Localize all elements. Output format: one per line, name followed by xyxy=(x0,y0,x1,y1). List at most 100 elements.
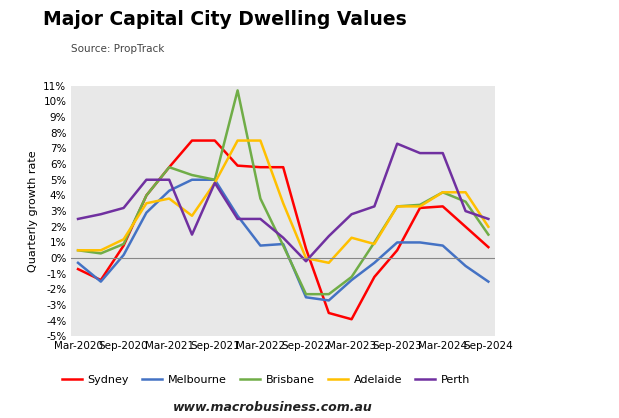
Adelaide xyxy=(348,235,355,240)
Perth xyxy=(165,177,173,182)
Sydney xyxy=(416,206,423,211)
Melbourne xyxy=(234,213,241,218)
Adelaide xyxy=(280,201,287,206)
Adelaide xyxy=(439,190,446,195)
Perth xyxy=(234,217,241,222)
Adelaide xyxy=(416,204,423,209)
Adelaide xyxy=(234,138,241,143)
Brisbane xyxy=(211,177,219,182)
Text: Source: PropTrack: Source: PropTrack xyxy=(71,44,165,54)
Brisbane xyxy=(348,275,355,280)
Adelaide xyxy=(462,190,469,195)
Adelaide xyxy=(302,256,310,261)
Melbourne xyxy=(211,177,219,182)
Melbourne xyxy=(280,242,287,247)
Sydney xyxy=(439,204,446,209)
Melbourne xyxy=(416,240,423,245)
Sydney xyxy=(97,278,105,283)
Sydney xyxy=(234,163,241,168)
Perth xyxy=(302,259,310,264)
Melbourne xyxy=(325,298,332,303)
Adelaide xyxy=(485,224,492,229)
Melbourne xyxy=(462,263,469,268)
Adelaide xyxy=(120,237,128,242)
Sydney xyxy=(280,165,287,170)
Brisbane xyxy=(188,173,196,178)
Line: Melbourne: Melbourne xyxy=(78,180,488,301)
Sydney xyxy=(188,138,196,143)
Adelaide xyxy=(257,138,264,143)
Perth xyxy=(394,141,401,146)
Sydney xyxy=(485,245,492,250)
Brisbane xyxy=(439,190,446,195)
Perth xyxy=(211,181,219,186)
Sydney xyxy=(143,193,150,198)
Sydney xyxy=(120,243,128,248)
Perth xyxy=(348,212,355,217)
Adelaide xyxy=(371,242,378,247)
Adelaide xyxy=(97,248,105,253)
Adelaide xyxy=(325,260,332,265)
Perth xyxy=(74,217,82,222)
Sydney xyxy=(302,246,310,251)
Brisbane xyxy=(74,248,82,253)
Sydney xyxy=(348,317,355,322)
Brisbane xyxy=(416,202,423,207)
Legend: Sydney, Melbourne, Brisbane, Adelaide, Perth: Sydney, Melbourne, Brisbane, Adelaide, P… xyxy=(58,371,475,390)
Perth xyxy=(371,204,378,209)
Melbourne xyxy=(74,260,82,265)
Line: Brisbane: Brisbane xyxy=(78,90,488,294)
Sydney xyxy=(462,224,469,229)
Melbourne xyxy=(188,177,196,182)
Brisbane xyxy=(485,232,492,237)
Melbourne xyxy=(348,278,355,283)
Melbourne xyxy=(371,260,378,265)
Brisbane xyxy=(165,165,173,170)
Sydney xyxy=(325,311,332,316)
Line: Sydney: Sydney xyxy=(78,140,488,319)
Perth xyxy=(325,234,332,239)
Brisbane xyxy=(325,292,332,297)
Brisbane xyxy=(234,88,241,93)
Sydney xyxy=(211,138,219,143)
Brisbane xyxy=(120,242,128,247)
Line: Adelaide: Adelaide xyxy=(78,140,488,263)
Text: MACRO: MACRO xyxy=(519,26,579,41)
Melbourne xyxy=(97,279,105,284)
Brisbane xyxy=(371,240,378,245)
Melbourne xyxy=(143,210,150,215)
Perth xyxy=(257,217,264,222)
Brisbane xyxy=(143,193,150,198)
Perth xyxy=(120,206,128,211)
Melbourne xyxy=(165,188,173,193)
Perth xyxy=(439,150,446,155)
Brisbane xyxy=(280,243,287,248)
Text: Major Capital City Dwelling Values: Major Capital City Dwelling Values xyxy=(43,10,407,29)
Sydney xyxy=(371,275,378,280)
Brisbane xyxy=(462,199,469,204)
Line: Perth: Perth xyxy=(78,144,488,261)
Perth xyxy=(188,232,196,237)
Melbourne xyxy=(394,240,401,245)
Sydney xyxy=(74,267,82,272)
Perth xyxy=(97,212,105,217)
Sydney xyxy=(165,165,173,170)
Y-axis label: Quarterly growth rate: Quarterly growth rate xyxy=(28,150,38,272)
Brisbane xyxy=(97,251,105,256)
Melbourne xyxy=(485,279,492,284)
Melbourne xyxy=(302,295,310,300)
Brisbane xyxy=(257,196,264,201)
Sydney xyxy=(257,165,264,170)
Text: BUSINESS: BUSINESS xyxy=(520,56,579,66)
Adelaide xyxy=(394,204,401,209)
Perth xyxy=(280,235,287,240)
Melbourne xyxy=(120,252,128,257)
Brisbane xyxy=(394,204,401,209)
Perth xyxy=(143,177,150,182)
Perth xyxy=(485,217,492,222)
Perth xyxy=(416,150,423,155)
Text: www.macrobusiness.com.au: www.macrobusiness.com.au xyxy=(173,401,372,414)
Melbourne xyxy=(257,243,264,248)
Adelaide xyxy=(74,248,82,253)
Sydney xyxy=(394,248,401,253)
